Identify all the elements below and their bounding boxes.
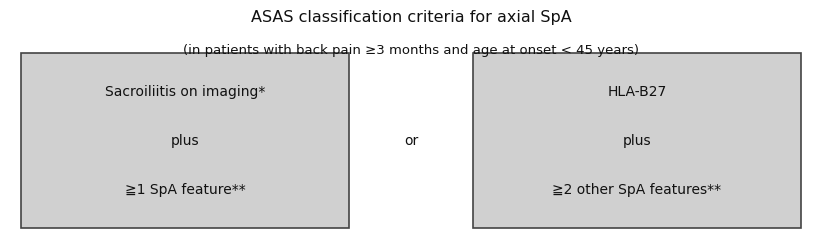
Text: Sacroiliitis on imaging*: Sacroiliitis on imaging* — [104, 85, 266, 99]
Text: ASAS classification criteria for axial SpA: ASAS classification criteria for axial S… — [251, 10, 571, 25]
Text: ≧2 other SpA features**: ≧2 other SpA features** — [552, 183, 722, 197]
Text: or: or — [404, 134, 418, 148]
Text: plus: plus — [171, 134, 199, 148]
Text: plus: plus — [623, 134, 651, 148]
Text: (in patients with back pain ≥3 months and age at onset < 45 years): (in patients with back pain ≥3 months an… — [183, 44, 639, 57]
Text: HLA-B27: HLA-B27 — [607, 85, 667, 99]
Bar — [21, 53, 349, 228]
Text: ≧1 SpA feature**: ≧1 SpA feature** — [125, 183, 245, 197]
Bar — [473, 53, 801, 228]
